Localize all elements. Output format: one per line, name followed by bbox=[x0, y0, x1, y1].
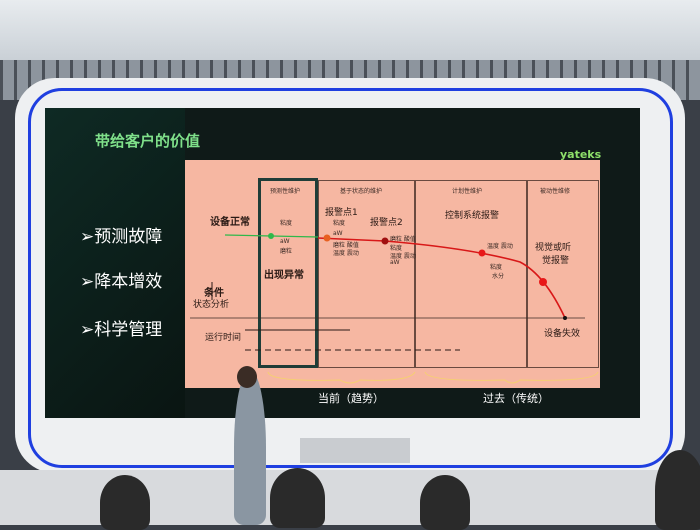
maintenance-chart bbox=[185, 160, 600, 388]
param: aW bbox=[280, 238, 290, 245]
label-alarm1: 报警点1 bbox=[325, 208, 358, 218]
brace-past bbox=[424, 371, 599, 384]
param: 温度 震动 bbox=[390, 253, 416, 260]
label-normal: 设备正常 bbox=[210, 217, 250, 228]
label-past: 过去（传统） bbox=[483, 392, 549, 405]
label-anomaly: 出现异常 bbox=[264, 270, 304, 281]
point-alarm2 bbox=[381, 237, 389, 245]
column-label: 计划性维护 bbox=[452, 188, 483, 195]
column-predictive bbox=[258, 178, 318, 368]
slide-left-panel bbox=[45, 108, 185, 418]
label-current: 当前（趋势） bbox=[318, 392, 384, 405]
point-visual-alarm bbox=[539, 278, 547, 286]
column-condition bbox=[318, 180, 415, 368]
column-planned bbox=[415, 180, 527, 368]
failure-curve bbox=[317, 237, 566, 319]
audience-member bbox=[420, 475, 470, 530]
presenter-head bbox=[237, 366, 257, 388]
audience-member bbox=[270, 468, 325, 528]
column-label: 预测性维护 bbox=[270, 188, 301, 195]
param: 温度 震动 bbox=[333, 250, 359, 257]
param: aW bbox=[390, 259, 400, 266]
vent-panel bbox=[300, 438, 410, 463]
param: 粘度 bbox=[490, 264, 503, 271]
audience-member bbox=[655, 450, 700, 530]
param: 磨粒 bbox=[280, 248, 293, 255]
label-visual-alarm-2: 觉报警 bbox=[542, 256, 570, 266]
point-alarm1 bbox=[323, 234, 331, 242]
param: aW bbox=[333, 230, 343, 237]
column-label: 被动性维修 bbox=[540, 188, 571, 195]
param: 磨粒 酸值 bbox=[333, 242, 359, 249]
column-reactive bbox=[527, 180, 599, 368]
point-control-alarm bbox=[478, 249, 486, 257]
label-failure: 设备失效 bbox=[544, 329, 581, 339]
param: 磨粒 酸值 bbox=[390, 236, 416, 243]
slide-title: 带给客户的价值 bbox=[95, 132, 201, 150]
label-alarm2: 报警点2 bbox=[370, 218, 403, 228]
audience-member bbox=[100, 475, 150, 530]
led-trim bbox=[28, 88, 673, 468]
logo: yateks bbox=[560, 148, 602, 161]
param: 水分 bbox=[492, 273, 505, 280]
param: 粘度 bbox=[390, 245, 403, 252]
label-runtime: 运行时间 bbox=[205, 333, 242, 343]
label-condition: 条件 bbox=[204, 288, 224, 299]
label-control-alarm: 控制系统报警 bbox=[445, 211, 500, 221]
point-anomaly bbox=[268, 233, 274, 239]
presenter bbox=[234, 370, 266, 525]
param: 粘度 bbox=[333, 220, 346, 227]
bullet-2: ➢降本增效 bbox=[80, 272, 163, 292]
param: 温度 震动 bbox=[487, 243, 513, 250]
label-visual-alarm: 视觉或听 bbox=[535, 243, 572, 253]
point-failure bbox=[563, 316, 567, 320]
brace-current bbox=[267, 371, 416, 384]
param: 粘度 bbox=[280, 220, 293, 227]
bullet-3: ➢科学管理 bbox=[80, 320, 163, 340]
bullet-1: ➢预测故障 bbox=[80, 227, 163, 247]
label-state-analysis: 状态分析 bbox=[193, 300, 230, 310]
column-label: 基于状态的维护 bbox=[340, 188, 383, 195]
